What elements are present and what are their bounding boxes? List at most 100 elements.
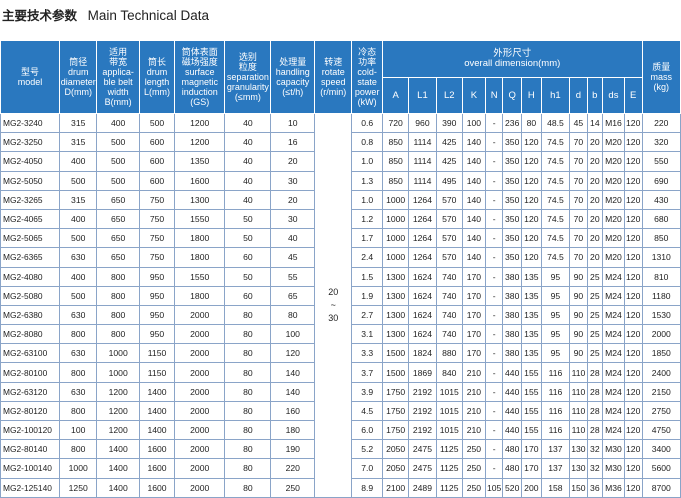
cell-drum-diameter: 500: [59, 170, 98, 191]
cell-dim-ds: M24: [601, 362, 625, 383]
cell-belt-width: 1200: [96, 400, 141, 422]
cell-dim-d: 90: [569, 266, 588, 287]
cell-model: MG2-80100: [0, 362, 61, 383]
cell-dim-h1: 116: [540, 381, 571, 402]
header-line: induction: [181, 87, 218, 97]
cell-dim-k: 140: [461, 208, 486, 230]
cell-drum-length: 750: [139, 208, 176, 230]
cell-dim-l2: 1015: [435, 400, 463, 422]
cell-dim-d: 110: [569, 400, 588, 422]
cell-dim-e: 120: [623, 343, 643, 364]
cell-handling-capacity: 45: [270, 247, 316, 268]
cell-dim-h1: 95: [540, 343, 571, 364]
cell-dim-ds: M30: [601, 439, 625, 460]
cell-dim-e: 120: [623, 400, 643, 422]
cell-dim-h1: 74.5: [540, 170, 571, 191]
header-line: 型号: [21, 67, 40, 77]
cell-dim-l2: 425: [435, 132, 463, 153]
cell-belt-width: 500: [96, 170, 141, 191]
cell-dim-k: 170: [461, 343, 486, 364]
cell-dim-k: 100: [461, 112, 486, 134]
cell-dim-e: 120: [623, 419, 643, 441]
cell-dim-k: 170: [461, 324, 486, 345]
cell-magnetic-induction: 1800: [174, 247, 226, 268]
cell-dim-h1: 116: [540, 400, 571, 422]
cell-dim-d: 90: [569, 304, 588, 326]
cell-magnetic-induction: 1200: [174, 132, 226, 153]
header-handling-capacity: 处理量 handling capacity (≤t/h): [270, 40, 316, 114]
header-line: overall dimension(mm): [464, 58, 561, 69]
cell-dim-k: 140: [461, 151, 486, 172]
cell-dim-l2: 425: [435, 151, 463, 172]
cell-handling-capacity: 40: [270, 228, 316, 249]
header-line: D(mm): [64, 87, 92, 97]
cell-dim-k: 140: [461, 132, 486, 153]
cell-mass: 2000: [641, 324, 681, 345]
cell-dim-d: 90: [569, 343, 588, 364]
cell-belt-width: 1000: [96, 362, 141, 383]
header-line: length: [144, 77, 170, 87]
cell-belt-width: 1400: [96, 458, 141, 479]
cell-magnetic-induction: 2000: [174, 419, 226, 441]
cell-cold-state-power: 1.3: [351, 170, 383, 191]
cell-dim-b: 25: [586, 343, 603, 364]
cell-drum-length: 1400: [139, 381, 176, 402]
title-chinese: 主要技术参数: [2, 8, 78, 23]
cell-separation-granularity: 80: [224, 458, 272, 479]
cell-dim-d: 70: [569, 151, 588, 172]
cell-dim-b: 28: [586, 419, 603, 441]
cell-model: MG2-5080: [0, 285, 61, 306]
header-dim-e: E: [623, 77, 643, 114]
cell-belt-width: 650: [96, 247, 141, 268]
header-dim-k: K: [461, 77, 486, 114]
cell-drum-diameter: 800: [59, 400, 98, 422]
cell-drum-diameter: 400: [59, 266, 98, 287]
cell-handling-capacity: 20: [270, 151, 316, 172]
cell-dim-q: 350: [502, 208, 522, 230]
cell-dim-e: 120: [623, 132, 643, 153]
table-row: MG2-63120 630 1200 1400 2000 80 140 3.9 1750 2192…: [0, 381, 681, 402]
cell-drum-diameter: 800: [59, 324, 98, 345]
cell-handling-capacity: 55: [270, 266, 316, 287]
cell-dim-l2: 570: [435, 228, 463, 249]
header-line: (≤t/h): [282, 87, 304, 97]
title-english: Main Technical Data: [87, 8, 209, 23]
cell-dim-ds: M20: [601, 247, 625, 268]
cell-dim-l1: 1624: [408, 285, 437, 306]
header-line: mass: [650, 72, 673, 82]
cell-dim-k: 170: [461, 304, 486, 326]
header-line: applica-: [102, 67, 134, 77]
table-row: MG2-6365 630 650 750 1800 60 45 2.4 1000 1264 570 1…: [0, 247, 681, 268]
cell-cold-state-power: 1.9: [351, 285, 383, 306]
table-row: MG2-3250 315 500 600 1200 40 16 0.8 850 1114 425 14…: [0, 132, 681, 153]
cell-mass: 430: [641, 189, 681, 210]
cell-dim-n: -: [484, 304, 504, 326]
cell-handling-capacity: 140: [270, 362, 316, 383]
cell-dim-l1: 1114: [408, 151, 437, 172]
cell-dim-l1: 1264: [408, 228, 437, 249]
cell-dim-l1: 1264: [408, 247, 437, 268]
cell-cold-state-power: 5.2: [351, 439, 383, 460]
header-belt-width: 适用 带宽 applica-ble belt width B(mm): [96, 40, 141, 114]
cell-model: MG2-80140: [0, 439, 61, 460]
cell-belt-width: 1200: [96, 381, 141, 402]
cell-dim-e: 120: [623, 324, 643, 345]
cell-dim-q: 350: [502, 228, 522, 249]
cell-dim-h: 120: [521, 151, 542, 172]
cell-dim-h1: 48.5: [540, 112, 571, 134]
cell-cold-state-power: 2.7: [351, 304, 383, 326]
cell-separation-granularity: 60: [224, 285, 272, 306]
cell-dim-h: 200: [521, 477, 542, 498]
cell-drum-diameter: 800: [59, 439, 98, 460]
cell-dim-b: 20: [586, 189, 603, 210]
cell-dim-q: 440: [502, 400, 522, 422]
cell-dim-d: 70: [569, 228, 588, 249]
cell-drum-length: 1400: [139, 419, 176, 441]
cell-dim-b: 25: [586, 285, 603, 306]
header-line: 适用: [109, 47, 128, 57]
cell-mass: 850: [641, 228, 681, 249]
cell-dim-h1: 116: [540, 362, 571, 383]
cell-dim-h: 155: [521, 419, 542, 441]
cell-drum-diameter: 100: [59, 419, 98, 441]
cell-dim-q: 480: [502, 458, 522, 479]
